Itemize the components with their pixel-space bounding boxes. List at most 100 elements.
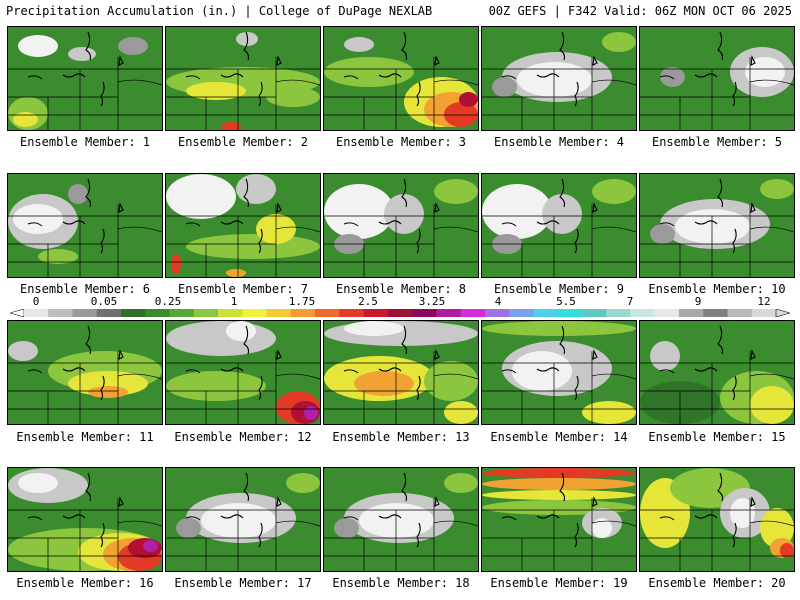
precip-blob — [745, 57, 785, 87]
colorbar-segment — [727, 309, 753, 317]
ensemble-member-map — [323, 26, 479, 131]
colorbar-tick-label: 7 — [626, 295, 634, 308]
precip-blob — [166, 321, 276, 356]
precipitation-field — [640, 27, 794, 130]
colorbar-segment — [145, 309, 170, 317]
precip-blob — [780, 543, 794, 558]
ensemble-member-map — [481, 467, 637, 572]
water-feature — [536, 220, 560, 225]
water-feature — [27, 516, 43, 521]
colorbar-tick-label: 5.5 — [556, 295, 576, 308]
colorbar-segment — [242, 309, 267, 317]
water-feature — [416, 375, 421, 401]
precip-blob — [221, 122, 241, 130]
water-feature — [501, 369, 517, 374]
precip-blob — [482, 478, 636, 490]
water-feature — [118, 202, 124, 213]
precip-blob — [482, 321, 636, 336]
water-feature — [592, 349, 598, 360]
precip-blob — [286, 473, 320, 493]
ensemble-member-map — [323, 320, 479, 425]
water-feature — [416, 522, 421, 548]
ensemble-member-label: Ensemble Member: 5 — [651, 135, 783, 149]
colorbar-tick-label: 0.25 — [154, 295, 182, 308]
precip-blob — [304, 406, 318, 420]
colorbar-segment — [315, 309, 340, 317]
water-feature — [659, 75, 675, 80]
precip-blob — [675, 209, 750, 244]
water-feature — [659, 369, 675, 374]
ensemble-member-label: Ensemble Member: 2 — [177, 135, 309, 149]
precipitation-field — [324, 27, 478, 130]
precip-blob — [459, 92, 478, 107]
precip-blob — [166, 174, 236, 219]
water-feature — [434, 496, 440, 507]
water-feature — [343, 516, 359, 521]
precipitation-field — [8, 468, 162, 571]
ensemble-member-label: Ensemble Member: 14 — [490, 430, 628, 444]
water-feature — [220, 514, 244, 519]
water-feature — [416, 228, 421, 254]
precip-blob — [517, 62, 592, 97]
colorbar-tick-label: 2.5 — [358, 295, 378, 308]
state-boundary — [275, 226, 320, 233]
colorbar-segment — [387, 309, 413, 317]
water-feature — [717, 472, 724, 502]
water-feature — [732, 228, 737, 254]
state-boundary — [591, 373, 636, 380]
water-feature — [378, 220, 402, 225]
precip-blob — [344, 321, 404, 336]
ensemble-member-label: Ensemble Member: 7 — [177, 282, 309, 296]
ensemble-member-map — [7, 26, 163, 131]
color-scale-bar — [10, 309, 790, 317]
water-feature — [243, 31, 250, 61]
precip-blob — [492, 77, 517, 97]
water-feature — [694, 220, 718, 225]
state-boundary — [433, 79, 478, 86]
water-feature — [536, 514, 560, 519]
water-feature — [62, 73, 86, 78]
precip-blob — [444, 401, 478, 424]
water-feature — [85, 31, 92, 61]
precip-blob — [434, 179, 478, 204]
state-boundary — [591, 79, 636, 86]
water-feature — [185, 222, 201, 227]
state-boundary — [117, 373, 162, 380]
water-feature — [276, 496, 282, 507]
state-boundary — [591, 520, 636, 527]
water-feature — [343, 75, 359, 80]
water-feature — [536, 367, 560, 372]
state-boundary — [433, 373, 478, 380]
precipitation-field — [482, 468, 636, 571]
ensemble-member-label: Ensemble Member: 9 — [493, 282, 625, 296]
state-boundary — [275, 520, 320, 527]
water-feature — [276, 202, 282, 213]
ensemble-member-map — [165, 26, 321, 131]
water-feature — [401, 472, 408, 502]
precip-blob — [68, 47, 96, 61]
water-feature — [559, 178, 566, 208]
precip-blob — [444, 473, 478, 493]
colorbar-segment — [169, 309, 195, 317]
water-feature — [220, 220, 244, 225]
precip-blob — [482, 184, 552, 239]
precipitation-field — [166, 27, 320, 130]
precip-blob — [171, 254, 181, 274]
colorbar-segment — [24, 309, 49, 317]
ensemble-member-label: Ensemble Member: 1 — [19, 135, 151, 149]
ensemble-member-map — [481, 320, 637, 425]
ensemble-member-map — [7, 173, 163, 278]
state-boundary — [591, 226, 636, 233]
water-feature — [276, 349, 282, 360]
colorbar-tick-label: 1 — [230, 295, 238, 308]
precipitation-field — [324, 174, 478, 277]
ensemble-member-label: Ensemble Member: 17 — [174, 576, 312, 590]
precip-blob — [334, 518, 359, 538]
ensemble-member-map — [165, 467, 321, 572]
colorbar-segment — [509, 309, 534, 317]
water-feature — [62, 367, 86, 372]
water-feature — [536, 73, 560, 78]
state-boundary — [749, 226, 794, 233]
colorbar-segment — [363, 309, 389, 317]
colorbar-segment — [654, 309, 680, 317]
